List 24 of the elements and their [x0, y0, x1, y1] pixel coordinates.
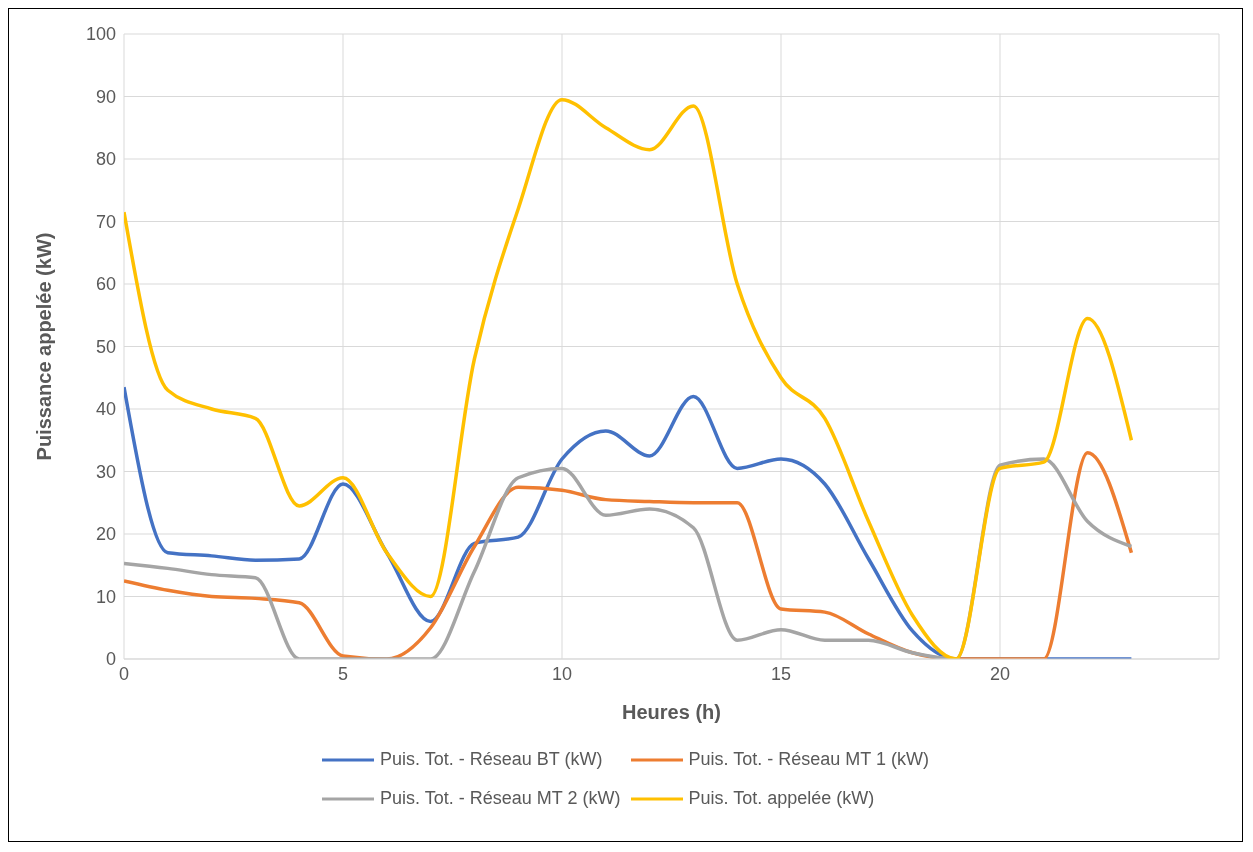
x-tick-label: 0 — [118, 663, 130, 684]
x-axis-title: Heures (h) — [622, 701, 721, 723]
x-tick-label: 5 — [337, 663, 349, 684]
y-tick-label: 10 — [95, 586, 116, 607]
line-series — [124, 385, 1134, 659]
legend-label: Puis. Tot. appelée (kW) — [688, 788, 875, 809]
x-tick-label: 20 — [989, 663, 1011, 684]
x-tick-label: 15 — [770, 663, 792, 684]
y-tick-label: 20 — [95, 524, 116, 545]
legend-label: Puis. Tot. - Réseau BT (kW) — [380, 749, 603, 770]
y-tick-label: 60 — [95, 274, 116, 295]
legend-label: Puis. Tot. - Réseau MT 1 (kW) — [688, 749, 929, 770]
y-tick-label: 50 — [95, 336, 116, 357]
y-tick-label: 80 — [95, 149, 116, 170]
y-tick-label: 0 — [105, 649, 116, 670]
line-series — [124, 97, 1134, 659]
y-tick-label: 100 — [85, 24, 116, 45]
y-tick-label: 30 — [95, 461, 116, 482]
y-axis-title: Puissance appelée (kW) — [33, 232, 56, 461]
y-tick-label: 90 — [95, 86, 116, 107]
x-tick-label: 10 — [551, 663, 573, 684]
legend-label: Puis. Tot. - Réseau MT 2 (kW) — [380, 788, 621, 809]
y-tick-label: 70 — [95, 211, 116, 232]
y-tick-label: 40 — [95, 399, 116, 420]
